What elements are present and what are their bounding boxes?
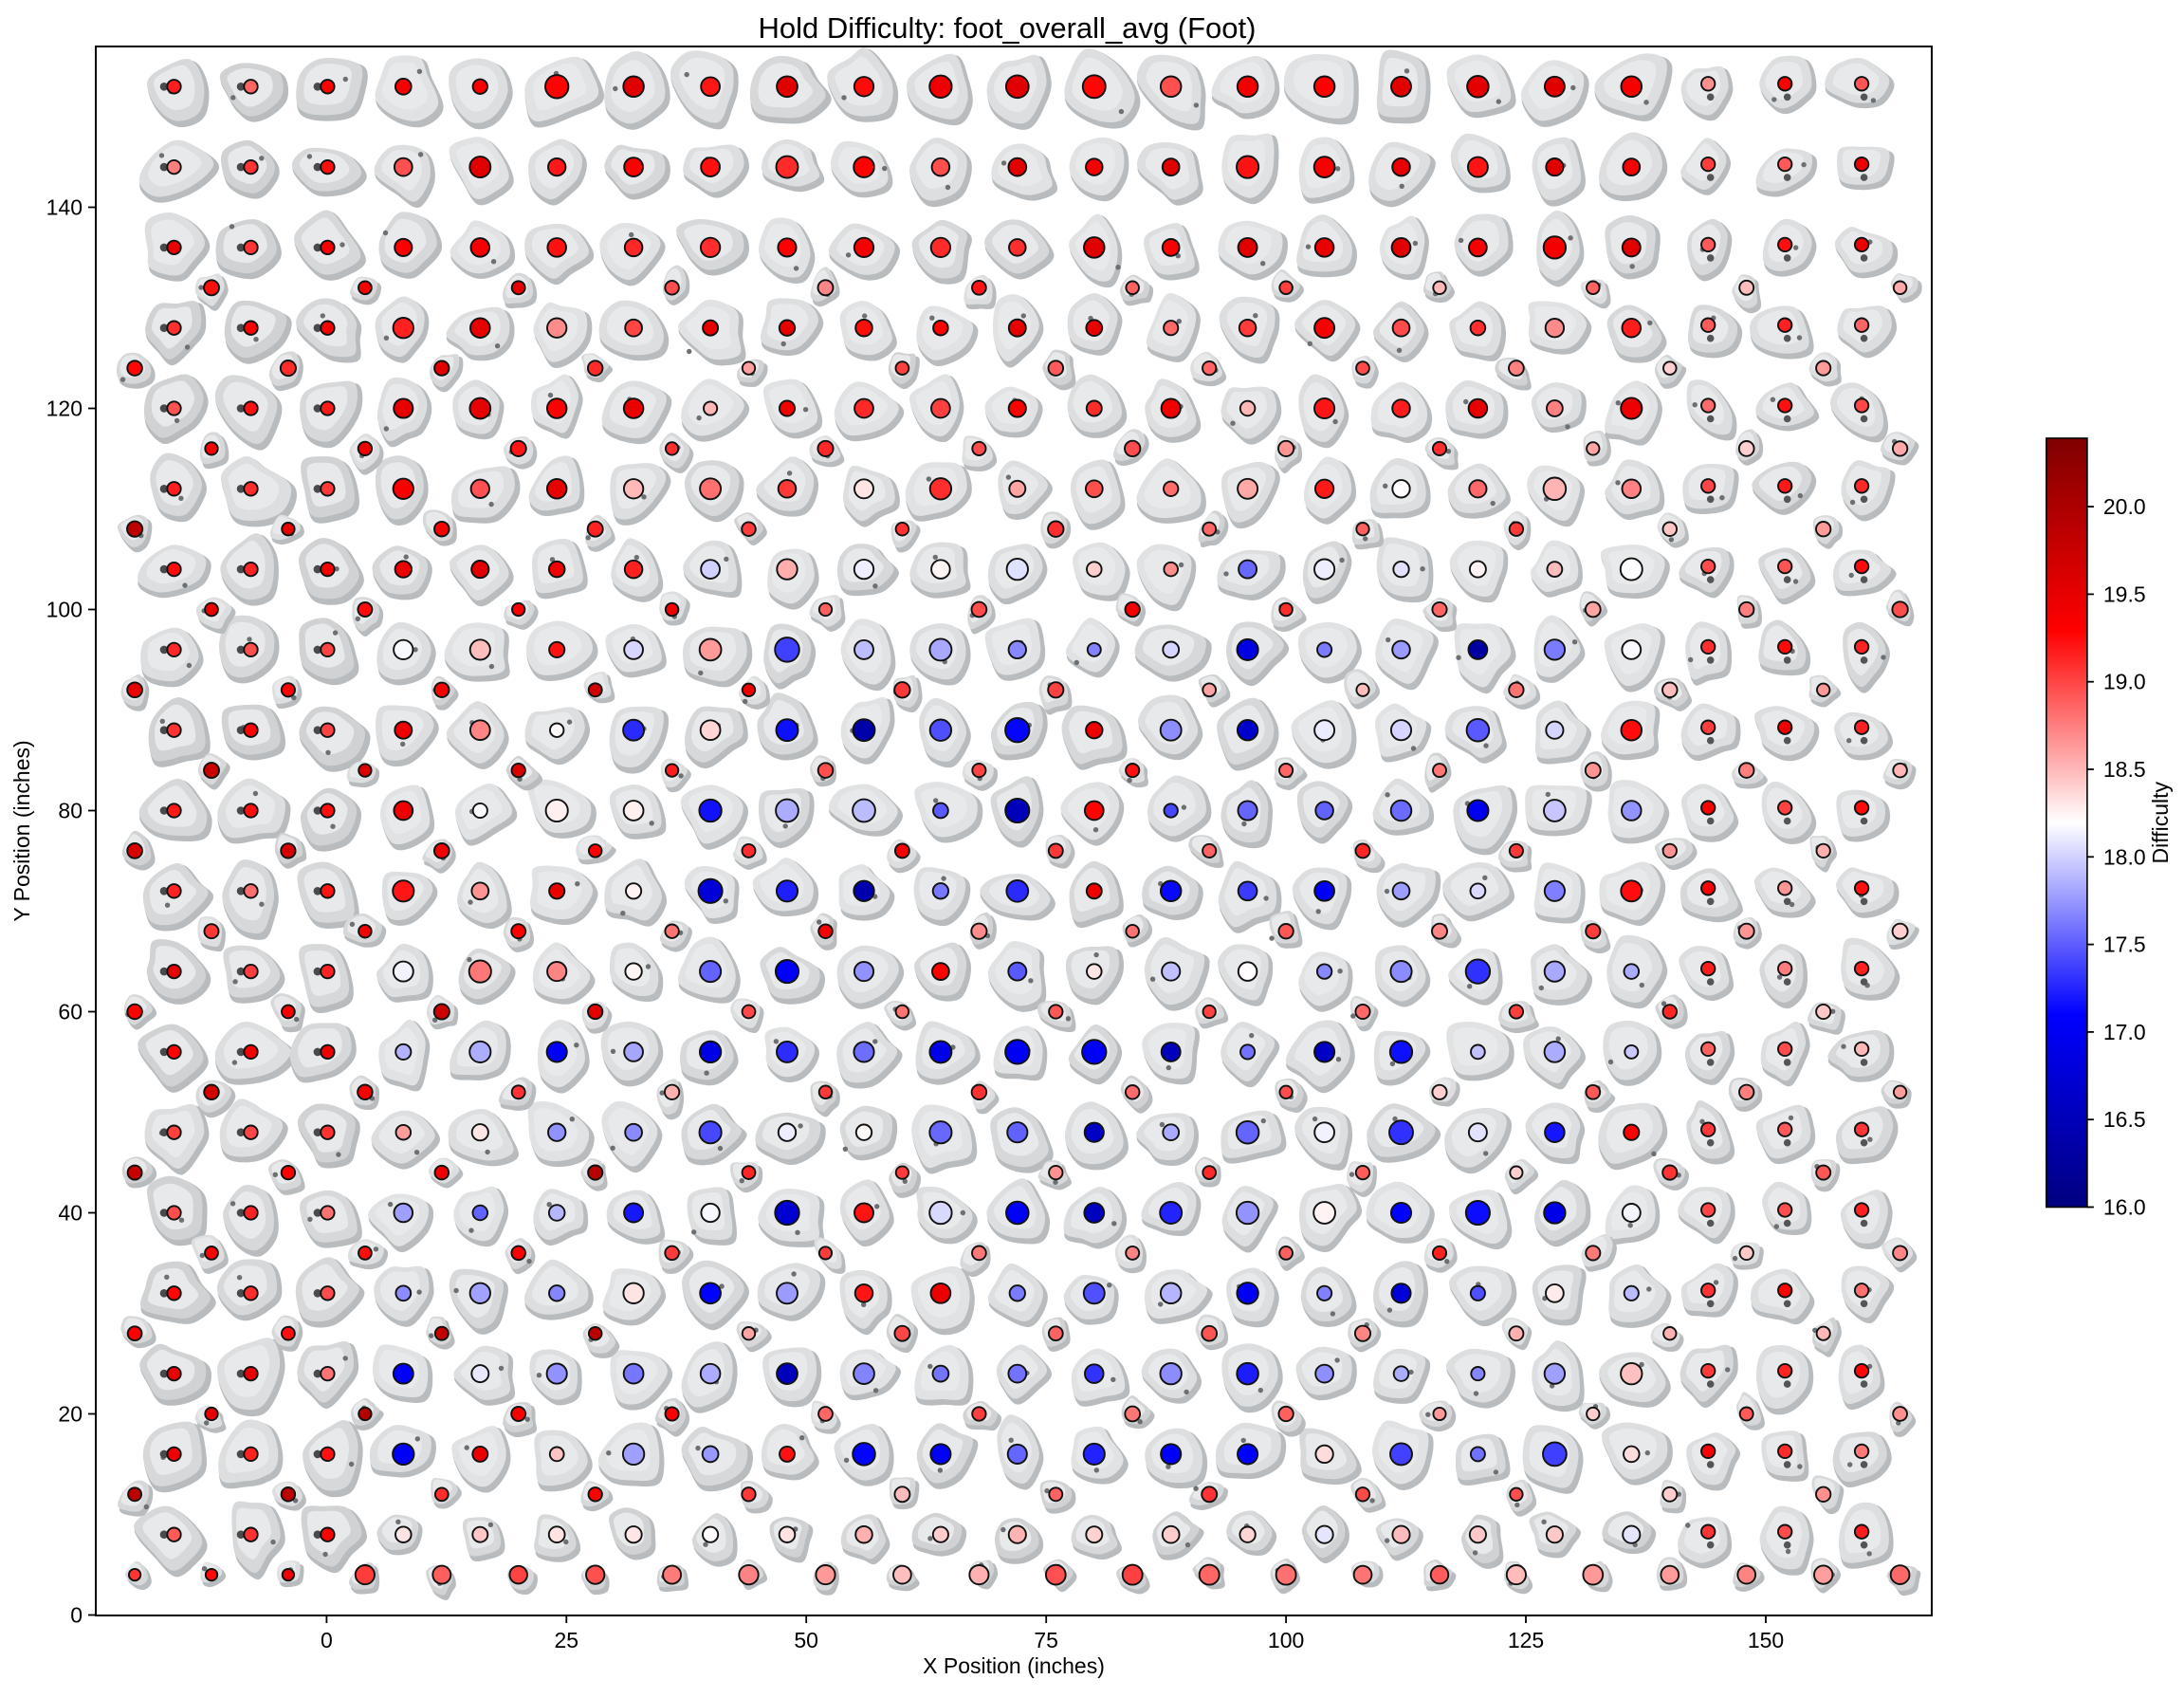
svg-text:Y Position (inches): Y Position (inches)	[9, 740, 34, 921]
svg-text:Hold Difficulty: foot_overall_: Hold Difficulty: foot_overall_avg (Foot)	[759, 11, 1257, 45]
svg-text:0: 0	[321, 1628, 333, 1652]
svg-text:18.5: 18.5	[2103, 757, 2146, 782]
svg-text:50: 50	[794, 1628, 818, 1652]
svg-text:120: 120	[46, 397, 83, 421]
svg-text:140: 140	[46, 195, 83, 220]
svg-text:20: 20	[58, 1402, 83, 1427]
svg-text:75: 75	[1034, 1628, 1058, 1652]
svg-text:X Position (inches): X Position (inches)	[923, 1653, 1105, 1678]
svg-text:17.5: 17.5	[2103, 932, 2146, 957]
svg-text:100: 100	[1268, 1628, 1304, 1652]
svg-text:18.0: 18.0	[2103, 844, 2146, 869]
svg-text:16.5: 16.5	[2103, 1107, 2146, 1132]
svg-text:25: 25	[555, 1628, 579, 1652]
svg-text:0: 0	[70, 1603, 83, 1628]
svg-text:60: 60	[58, 1000, 83, 1024]
svg-text:20.0: 20.0	[2103, 494, 2146, 519]
svg-text:40: 40	[58, 1201, 83, 1226]
svg-text:125: 125	[1508, 1628, 1544, 1652]
svg-text:Difficulty: Difficulty	[2148, 781, 2173, 863]
svg-text:19.5: 19.5	[2103, 581, 2146, 606]
svg-text:19.0: 19.0	[2103, 670, 2146, 694]
svg-text:16.0: 16.0	[2103, 1195, 2146, 1220]
svg-text:100: 100	[46, 598, 83, 622]
svg-text:150: 150	[1748, 1628, 1784, 1652]
svg-text:80: 80	[58, 799, 83, 823]
svg-text:17.0: 17.0	[2103, 1020, 2146, 1044]
